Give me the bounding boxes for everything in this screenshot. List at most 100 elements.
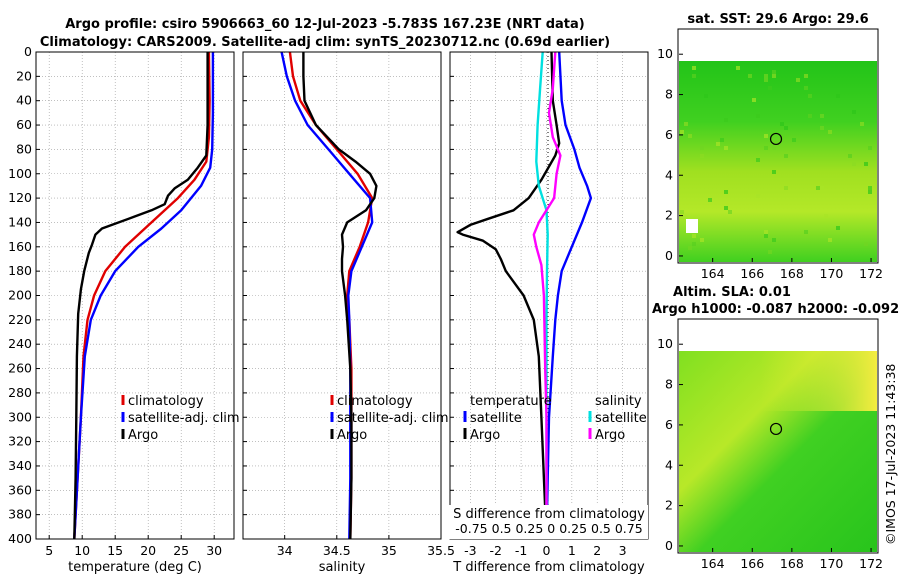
- argo-location-marker: [769, 422, 783, 436]
- sst-cell: [724, 118, 728, 122]
- y-tick-label: 60: [16, 117, 32, 132]
- sst-cell: [816, 186, 820, 190]
- map-x-tick-label: 166: [740, 266, 764, 281]
- sst-cell: [764, 146, 768, 150]
- x-tick-label: 35.5: [427, 543, 455, 558]
- y-tick-label: 20: [16, 68, 32, 83]
- sst-cell: [772, 74, 776, 78]
- s-difference-ticks: -0.75 0.5 0.25 0 0.25 0.5 0.75: [455, 521, 642, 536]
- temperature-xlabel: temperature (deg C): [68, 560, 202, 575]
- map-y-tick-label: 2: [665, 498, 673, 513]
- sst-map-panel: sat. SST: 29.6 Argo: 29.6 164 166 168 170 17…: [657, 12, 883, 281]
- y-tick-label: 220: [8, 312, 32, 327]
- map-x-tick-label: 164: [701, 266, 725, 281]
- y-tick-label: 400: [8, 531, 32, 546]
- sst-cell: [716, 142, 720, 146]
- y-tick-label: 80: [16, 141, 32, 156]
- x-tick-label: 3: [619, 543, 627, 558]
- sst-cell: [804, 230, 808, 234]
- sst-cell: [784, 126, 788, 130]
- sst-cell: [688, 134, 692, 138]
- x-tick-label: 10: [74, 543, 90, 558]
- sst-missing-data: [686, 219, 698, 233]
- legend-heading-temperature: temperature: [470, 394, 552, 409]
- sst-cell: [764, 78, 768, 82]
- sst-cell: [836, 226, 840, 230]
- sst-cell: [804, 74, 808, 78]
- map-y-tick-label: 2: [665, 208, 673, 223]
- x-tick-label: 2: [593, 543, 601, 558]
- salinity-series: [280, 51, 378, 540]
- sst-cell: [692, 234, 696, 238]
- sst-cell: [748, 74, 752, 78]
- sst-cell: [864, 162, 868, 166]
- credit-stamp: ©IMOS 17-Jul-2023 11:43:38: [883, 364, 898, 545]
- y-tick-label: 340: [8, 458, 32, 473]
- sst-cell: [772, 170, 776, 174]
- temperature-ticks: 0 20 40 60 80 100 120 140 160 180 200 220 240 260 280 3…: [8, 44, 222, 558]
- map-y-tick-label: 0: [665, 248, 673, 263]
- map-y-tick-label: 10: [657, 336, 673, 351]
- map-x-tick-label: 168: [780, 266, 804, 281]
- series-line-satellite-adj-clim: [280, 51, 374, 540]
- sst-cell: [820, 126, 824, 130]
- sst-field: [679, 61, 877, 262]
- legend-label-climatology: climatology: [337, 394, 413, 409]
- sla-map-ticks: 164 166 168 170 172 0 2 4 6 8 10: [657, 336, 883, 571]
- sst-cell: [764, 134, 768, 138]
- map-x-tick-label: 164: [701, 556, 725, 571]
- sst-cell: [764, 230, 768, 234]
- map-y-tick-label: 6: [665, 127, 673, 142]
- y-tick-label: 100: [8, 166, 32, 181]
- sst-cell: [756, 158, 760, 162]
- sst-cell: [780, 122, 784, 126]
- x-tick-label: 1: [568, 543, 576, 558]
- legend-label-satellite: satellite-adj. clim: [337, 411, 449, 426]
- y-tick-label: 0: [24, 44, 32, 59]
- sst-cell: [820, 114, 824, 118]
- sst-cell: [808, 94, 812, 98]
- temperature-series: [73, 51, 215, 540]
- legend-label-s-argo: Argo: [595, 428, 625, 443]
- series-line-temperature-satellite: [545, 51, 593, 540]
- legend-heading-salinity: salinity: [595, 394, 642, 409]
- y-tick-label: 360: [8, 482, 32, 497]
- series-line-argo: [302, 52, 378, 540]
- map-y-tick-label: 4: [665, 167, 673, 182]
- x-tick-label: 30: [206, 543, 222, 558]
- sst-cell: [808, 114, 812, 118]
- map-x-tick-label: 172: [859, 266, 883, 281]
- sst-cell: [724, 146, 728, 150]
- sst-cell: [764, 74, 768, 78]
- difference-panel: -3 -2 -1 0 1 2 3 T difference from climatology…: [448, 51, 649, 575]
- sst-cell: [752, 98, 756, 102]
- sst-cell: [768, 250, 772, 254]
- sst-cell: [796, 78, 800, 82]
- sst-cell: [692, 66, 696, 70]
- sst-cell: [804, 86, 808, 90]
- series-line-climatology: [288, 51, 374, 540]
- y-tick-label: 380: [8, 507, 32, 522]
- sst-cell: [700, 238, 704, 242]
- map-x-tick-label: 166: [740, 556, 764, 571]
- sst-cell: [864, 242, 868, 246]
- sst-cell: [836, 94, 840, 98]
- x-tick-label: 35: [381, 543, 397, 558]
- x-tick-label: 34: [277, 543, 293, 558]
- sst-cell: [708, 198, 712, 202]
- sst-cell: [756, 194, 760, 198]
- y-tick-label: 200: [8, 288, 32, 303]
- map-y-tick-label: 10: [657, 46, 673, 61]
- sla-map-subtitle: Argo h1000: -0.087 h2000: -0.092: [652, 302, 899, 317]
- sst-cell: [820, 186, 824, 190]
- sla-map-title: Altim. SLA: 0.01: [673, 285, 791, 300]
- sst-cell: [828, 238, 832, 242]
- sst-cell: [684, 122, 688, 126]
- figure-title-line2: Climatology: CARS2009. Satellite-adj cli…: [40, 35, 610, 50]
- map-y-tick-label: 8: [665, 87, 673, 102]
- sst-cell: [700, 154, 704, 158]
- sla-high-region: [760, 351, 877, 411]
- series-line-salinity-argo: [532, 51, 562, 539]
- legend-label-t-argo: Argo: [470, 428, 500, 443]
- legend-label-s-satellite: satellite: [595, 411, 647, 426]
